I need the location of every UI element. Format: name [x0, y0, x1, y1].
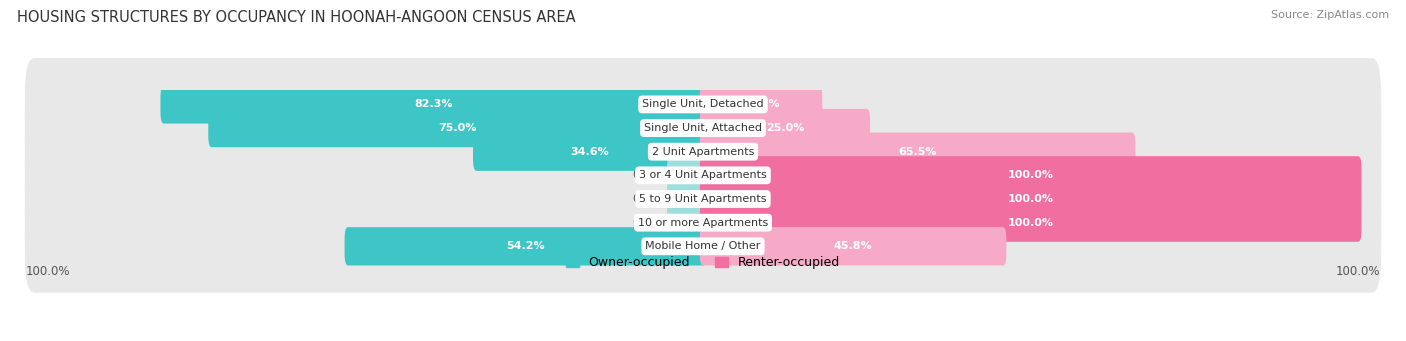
- FancyBboxPatch shape: [700, 85, 823, 123]
- Text: 2 Unit Apartments: 2 Unit Apartments: [652, 147, 754, 157]
- Text: 0.0%: 0.0%: [633, 218, 661, 228]
- Text: Single Unit, Attached: Single Unit, Attached: [644, 123, 762, 133]
- FancyBboxPatch shape: [25, 82, 1381, 174]
- FancyBboxPatch shape: [160, 85, 706, 123]
- FancyBboxPatch shape: [700, 180, 1361, 218]
- Text: 17.7%: 17.7%: [742, 100, 780, 109]
- Text: 34.6%: 34.6%: [571, 147, 609, 157]
- FancyBboxPatch shape: [472, 133, 706, 171]
- FancyBboxPatch shape: [700, 227, 1007, 266]
- FancyBboxPatch shape: [25, 129, 1381, 222]
- Text: 3 or 4 Unit Apartments: 3 or 4 Unit Apartments: [640, 170, 766, 180]
- FancyBboxPatch shape: [666, 204, 706, 242]
- FancyBboxPatch shape: [25, 153, 1381, 246]
- Text: Mobile Home / Other: Mobile Home / Other: [645, 241, 761, 251]
- Text: 25.0%: 25.0%: [766, 123, 804, 133]
- FancyBboxPatch shape: [700, 204, 1361, 242]
- FancyBboxPatch shape: [25, 176, 1381, 269]
- Text: 75.0%: 75.0%: [439, 123, 477, 133]
- FancyBboxPatch shape: [25, 58, 1381, 151]
- Text: 65.5%: 65.5%: [898, 147, 936, 157]
- Text: Source: ZipAtlas.com: Source: ZipAtlas.com: [1271, 10, 1389, 20]
- Text: 82.3%: 82.3%: [415, 100, 453, 109]
- FancyBboxPatch shape: [208, 109, 706, 147]
- Text: 45.8%: 45.8%: [834, 241, 872, 251]
- Text: 0.0%: 0.0%: [633, 194, 661, 204]
- Legend: Owner-occupied, Renter-occupied: Owner-occupied, Renter-occupied: [561, 251, 845, 274]
- Text: 100.0%: 100.0%: [1008, 170, 1053, 180]
- Text: HOUSING STRUCTURES BY OCCUPANCY IN HOONAH-ANGOON CENSUS AREA: HOUSING STRUCTURES BY OCCUPANCY IN HOONA…: [17, 10, 575, 25]
- Text: Single Unit, Detached: Single Unit, Detached: [643, 100, 763, 109]
- FancyBboxPatch shape: [666, 156, 706, 194]
- Text: 100.0%: 100.0%: [1336, 265, 1381, 278]
- Text: 100.0%: 100.0%: [25, 265, 70, 278]
- FancyBboxPatch shape: [344, 227, 706, 266]
- Text: 100.0%: 100.0%: [1008, 194, 1053, 204]
- Text: 5 to 9 Unit Apartments: 5 to 9 Unit Apartments: [640, 194, 766, 204]
- Text: 100.0%: 100.0%: [1008, 218, 1053, 228]
- FancyBboxPatch shape: [700, 133, 1136, 171]
- Text: 54.2%: 54.2%: [506, 241, 544, 251]
- Text: 0.0%: 0.0%: [633, 170, 661, 180]
- FancyBboxPatch shape: [666, 180, 706, 218]
- FancyBboxPatch shape: [25, 200, 1381, 293]
- FancyBboxPatch shape: [700, 156, 1361, 194]
- FancyBboxPatch shape: [25, 105, 1381, 198]
- Text: 10 or more Apartments: 10 or more Apartments: [638, 218, 768, 228]
- FancyBboxPatch shape: [700, 109, 870, 147]
